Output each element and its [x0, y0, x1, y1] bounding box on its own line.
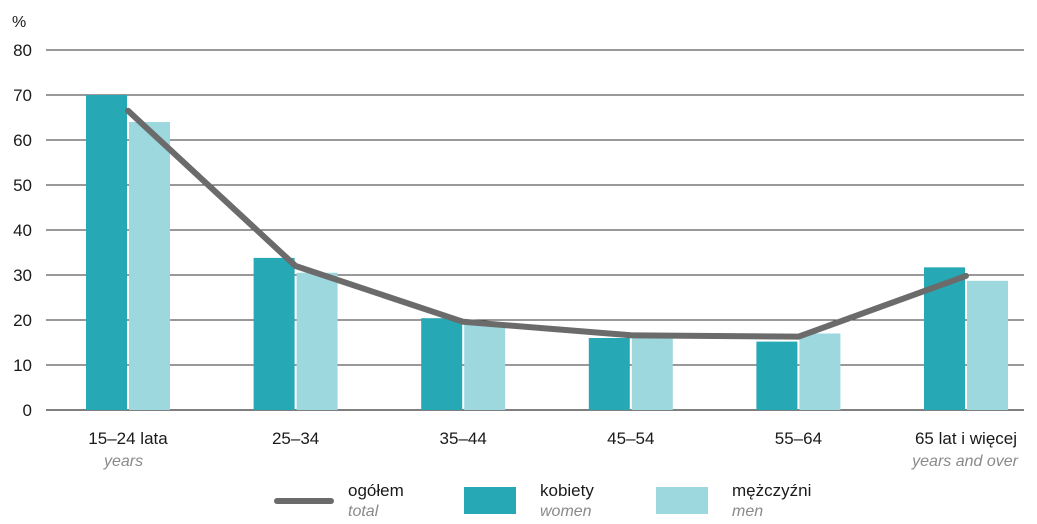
bar-men [296, 272, 338, 410]
x-tick-sublabel: years [103, 453, 143, 470]
x-tick-sublabel: years and over [911, 453, 1019, 470]
bar-men [967, 280, 1008, 410]
bar-women [588, 338, 630, 410]
bars [86, 95, 1008, 410]
x-axis-labels: 15–24 lata years 25–34 35–44 45–54 55–64 65 la… [88, 429, 1018, 470]
bar-women [253, 257, 295, 410]
x-tick-label: 55–64 [775, 429, 822, 448]
chart: % 0 10 20 30 40 50 60 70 80 15–24 lata years 25–34… [12, 14, 1024, 470]
bar-women [86, 95, 127, 410]
legend-swatch-total [274, 498, 334, 504]
y-tick-label: 40 [13, 221, 32, 240]
bar-women [421, 318, 463, 410]
legend: ogółem total kobiety women mężczyźni men [0, 478, 1037, 524]
y-tick-label: 10 [13, 356, 32, 375]
bar-women [756, 341, 798, 410]
total-line-layer [125, 107, 969, 340]
legend-sublabel-women: women [540, 503, 592, 520]
legend-label-total: ogółem [348, 481, 404, 500]
legend-label-men: mężczyźni [732, 481, 812, 500]
legend-sublabel-total: total [348, 503, 379, 520]
bar-men [799, 333, 841, 410]
total-line [125, 107, 969, 340]
y-axis-ticks: 0 10 20 30 40 50 60 70 80 [13, 41, 32, 420]
x-tick-label: 35–44 [440, 429, 487, 448]
legend-swatch-women [464, 487, 516, 514]
y-tick-label: 20 [13, 311, 32, 330]
y-tick-label: 80 [13, 41, 32, 60]
x-tick-label: 45–54 [607, 429, 654, 448]
bar-men [464, 324, 506, 410]
legend-swatch-men [656, 487, 708, 514]
gridlines [46, 49, 1024, 411]
y-tick-label: 70 [13, 86, 32, 105]
x-tick-label: 25–34 [272, 429, 319, 448]
bar-men [129, 122, 170, 410]
bar-men [631, 333, 673, 410]
x-tick-label: 15–24 lata [88, 429, 168, 448]
y-tick-label: 60 [13, 131, 32, 150]
x-tick-label: 65 lat i więcej [915, 429, 1017, 448]
y-tick-label: 50 [13, 176, 32, 195]
legend-label-women: kobiety [540, 481, 594, 500]
y-axis-unit-label: % [12, 14, 26, 31]
legend-sublabel-men: men [732, 503, 764, 520]
y-tick-label: 30 [13, 266, 32, 285]
y-tick-label: 0 [23, 401, 32, 420]
